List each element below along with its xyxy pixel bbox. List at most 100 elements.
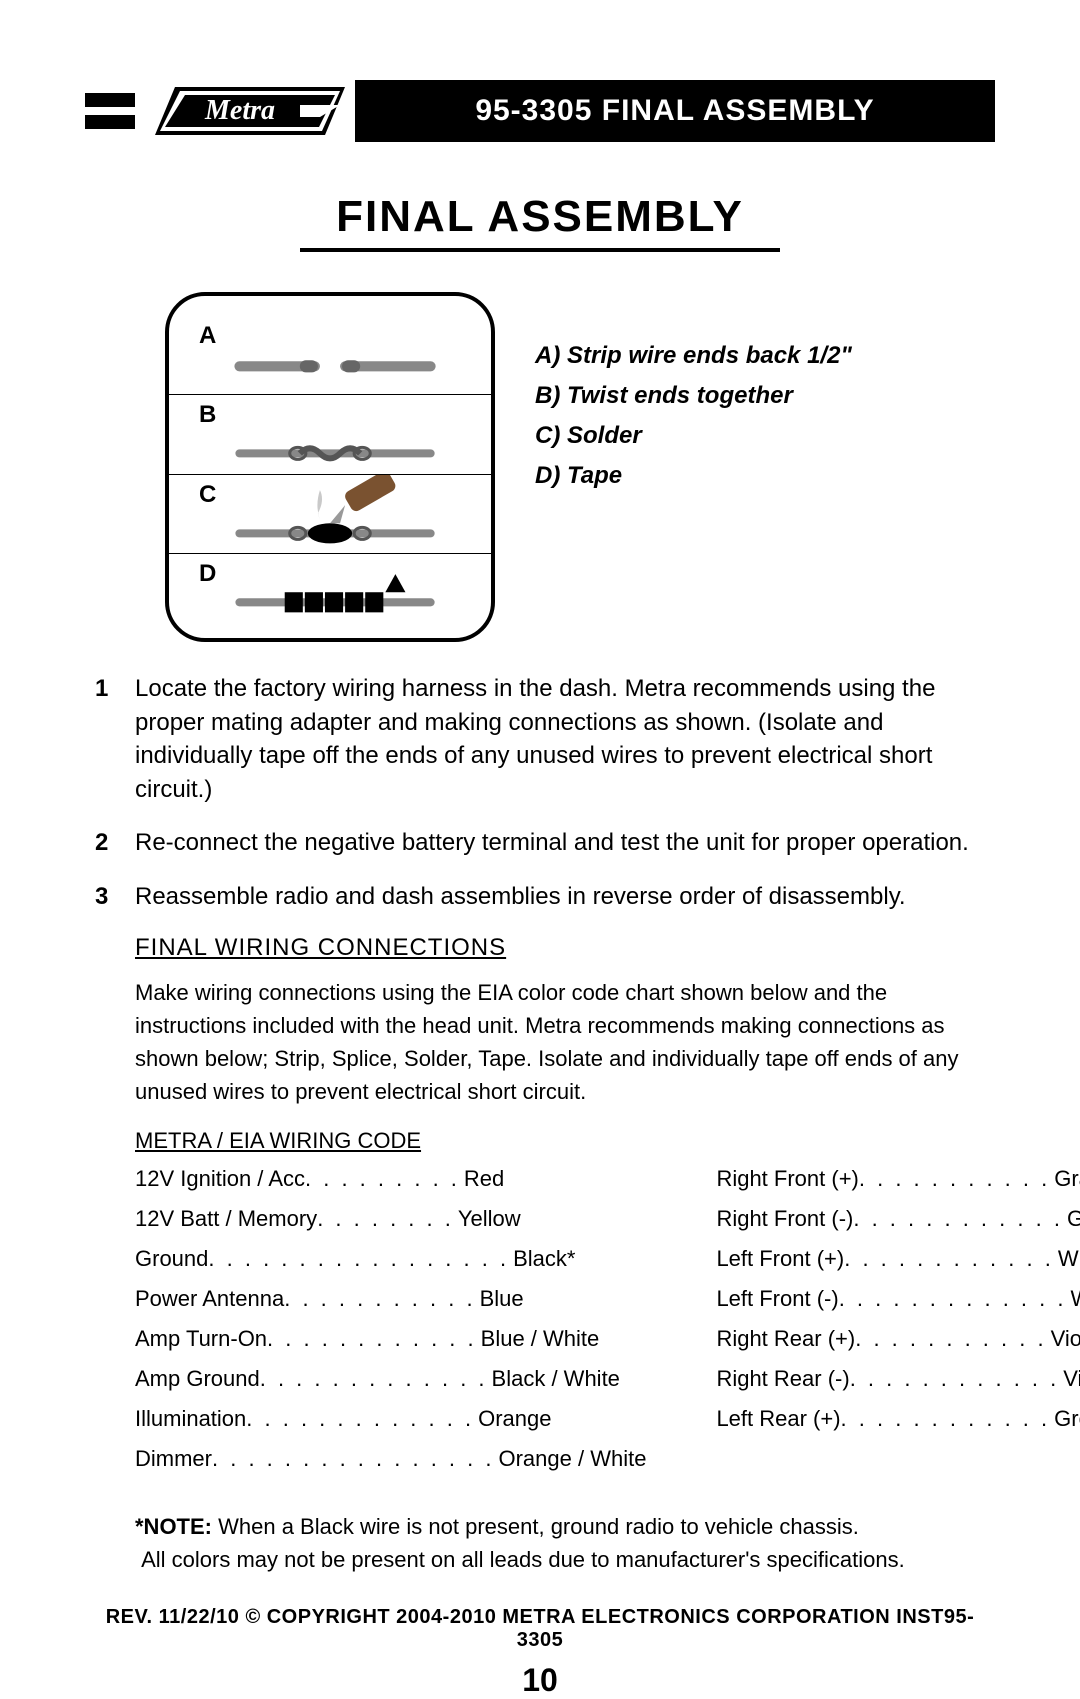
wire-value: Violet xyxy=(1047,1326,1080,1352)
wire-value: Black / White xyxy=(488,1366,620,1392)
wire-label: Left Rear (+) xyxy=(716,1406,840,1432)
wire-row: Right Rear (-) . . . . . . . . . . . .Vi… xyxy=(716,1366,1080,1392)
wire-value: Gray xyxy=(1050,1166,1080,1192)
step-1: 1 Locate the factory wiring harness in t… xyxy=(95,672,995,806)
hamburger-icon xyxy=(85,81,135,141)
wire-row: Right Front (+) . . . . . . . . . . .Gra… xyxy=(716,1166,1080,1192)
wire-strip-icon xyxy=(169,316,491,394)
diagram-section: A B C xyxy=(85,292,995,642)
wire-value: Green xyxy=(1050,1406,1080,1432)
wire-dots: . . . . . . . . . . . . xyxy=(844,1246,1054,1272)
wire-dots: . . . . . . . . . . . . xyxy=(853,1206,1063,1232)
note-text-1: When a Black wire is not present, ground… xyxy=(212,1514,859,1539)
wire-label: Amp Ground xyxy=(135,1366,260,1392)
wire-label: Left Front (+) xyxy=(716,1246,844,1272)
diagram-label-d: D xyxy=(199,560,216,588)
diagram-step-b: B) Twist ends together xyxy=(535,382,852,410)
wire-diagram: A B C xyxy=(165,292,495,642)
wire-tape-icon xyxy=(169,554,491,632)
wire-value: White / Black xyxy=(1067,1286,1080,1312)
wire-label: Right Front (-) xyxy=(716,1206,853,1232)
wire-row: Illumination . . . . . . . . . . . . .Or… xyxy=(135,1406,646,1432)
wire-dots: . . . . . . . . . . . . . xyxy=(839,1286,1067,1312)
step-3: 3 Reassemble radio and dash assemblies i… xyxy=(95,880,995,914)
wire-label: Right Rear (+) xyxy=(716,1326,855,1352)
wire-dots: . . . . . . . . . . . . xyxy=(267,1326,477,1352)
step-number: 1 xyxy=(95,672,115,806)
diagram-step-a: A) Strip wire ends back 1/2" xyxy=(535,342,852,370)
wire-value: White xyxy=(1054,1246,1080,1272)
wire-dots: . . . . . . . . . . . xyxy=(859,1166,1050,1192)
wire-dots: . . . . . . . . . . . . . . . . xyxy=(212,1446,494,1472)
wire-dots: . . . . . . . . . . . . . xyxy=(260,1366,488,1392)
wire-dots: . . . . . . . . . . . . xyxy=(841,1406,1051,1432)
wire-value: Violet / Black xyxy=(1059,1366,1080,1392)
wire-dots: . . . . . . . . . . . . . . . . . xyxy=(208,1246,509,1272)
wire-label: Right Front (+) xyxy=(716,1166,858,1192)
step-2: 2 Re-connect the negative battery termin… xyxy=(95,826,995,860)
diagram-steps-list: A) Strip wire ends back 1/2" B) Twist en… xyxy=(535,292,852,642)
note-bold: *NOTE: xyxy=(135,1514,212,1539)
wire-label: 12V Ignition / Acc xyxy=(135,1166,305,1192)
wire-label: Amp Turn-On xyxy=(135,1326,267,1352)
wire-dots: . . . . . . . . . . . xyxy=(855,1326,1046,1352)
wire-value: Orange / White xyxy=(494,1446,646,1472)
header: Metra 95-3305 FINAL ASSEMBLY xyxy=(85,80,995,142)
wire-label: Left Front (-) xyxy=(716,1286,838,1312)
step-number: 2 xyxy=(95,826,115,860)
step-text: Reassemble radio and dash assemblies in … xyxy=(135,880,906,914)
diagram-step-c: C) Solder xyxy=(535,422,852,450)
header-title: 95-3305 FINAL ASSEMBLY xyxy=(355,80,995,142)
wire-row: Left Rear (+) . . . . . . . . . . . .Gre… xyxy=(716,1406,1080,1432)
wiring-paragraph: Make wiring connections using the EIA co… xyxy=(135,976,995,1108)
title-underline xyxy=(300,248,780,252)
wire-value: Blue xyxy=(476,1286,524,1312)
wire-twist-icon xyxy=(169,395,491,473)
wire-dots: . . . . . . . . . . . xyxy=(284,1286,475,1312)
wire-label: 12V Batt / Memory xyxy=(135,1206,317,1232)
wire-dots: . . . . . . . . . xyxy=(305,1166,460,1192)
wire-row: Amp Ground. . . . . . . . . . . . .Black… xyxy=(135,1366,646,1392)
wire-value: Gray/ Black xyxy=(1063,1206,1080,1232)
wire-row: Dimmer . . . . . . . . . . . . . . . .Or… xyxy=(135,1446,646,1472)
wire-solder-icon xyxy=(169,475,491,553)
page-number: 10 xyxy=(85,1662,995,1699)
page-title: FINAL ASSEMBLY xyxy=(85,192,995,242)
diagram-label-b: B xyxy=(199,401,216,429)
wire-row: Right Rear (+) . . . . . . . . . . .Viol… xyxy=(716,1326,1080,1352)
wire-row: Power Antenna. . . . . . . . . . .Blue xyxy=(135,1286,646,1312)
wire-value: Orange xyxy=(474,1406,551,1432)
numbered-steps: 1 Locate the factory wiring harness in t… xyxy=(85,672,995,914)
diagram-label-a: A xyxy=(199,322,216,350)
note-text-2: All colors may not be present on all lea… xyxy=(141,1547,905,1572)
wire-label: Illumination xyxy=(135,1406,246,1432)
wire-value: Yellow xyxy=(454,1206,521,1232)
wire-label: Power Antenna xyxy=(135,1286,284,1312)
svg-text:Metra: Metra xyxy=(204,95,275,126)
wire-row: 12V Ignition / Acc. . . . . . . . .Red xyxy=(135,1166,646,1192)
wire-row: Ground. . . . . . . . . . . . . . . . .B… xyxy=(135,1246,646,1272)
wire-value: Red xyxy=(460,1166,504,1192)
step-text: Re-connect the negative battery terminal… xyxy=(135,826,969,860)
wire-label: Ground xyxy=(135,1246,208,1272)
wiring-table: 12V Ignition / Acc. . . . . . . . .Red12… xyxy=(135,1166,995,1486)
wire-row: Amp Turn-On . . . . . . . . . . . .Blue … xyxy=(135,1326,646,1352)
step-number: 3 xyxy=(95,880,115,914)
wiring-note: *NOTE: When a Black wire is not present,… xyxy=(135,1510,995,1576)
diagram-label-c: C xyxy=(199,481,216,509)
wire-label: Right Rear (-) xyxy=(716,1366,849,1392)
wire-dots: . . . . . . . . xyxy=(317,1206,454,1232)
wire-value: Black* xyxy=(509,1246,575,1272)
wiring-section-title: FINAL WIRING CONNECTIONS xyxy=(135,934,995,962)
wire-value: Blue / White xyxy=(477,1326,600,1352)
wire-row: Right Front (-). . . . . . . . . . . .Gr… xyxy=(716,1206,1080,1232)
metra-logo: Metra xyxy=(145,81,355,141)
wire-dots: . . . . . . . . . . . . . xyxy=(246,1406,474,1432)
footer-copyright: REV. 11/22/10 © COPYRIGHT 2004-2010 METR… xyxy=(85,1606,995,1652)
wire-row: Left Front (+) . . . . . . . . . . . .Wh… xyxy=(716,1246,1080,1272)
wire-label: Dimmer xyxy=(135,1446,212,1472)
wiring-col-left: 12V Ignition / Acc. . . . . . . . .Red12… xyxy=(135,1166,646,1486)
wiring-subtitle: METRA / EIA WIRING CODE xyxy=(135,1128,995,1154)
wire-row: 12V Batt / Memory. . . . . . . .Yellow xyxy=(135,1206,646,1232)
diagram-step-d: D) Tape xyxy=(535,462,852,490)
